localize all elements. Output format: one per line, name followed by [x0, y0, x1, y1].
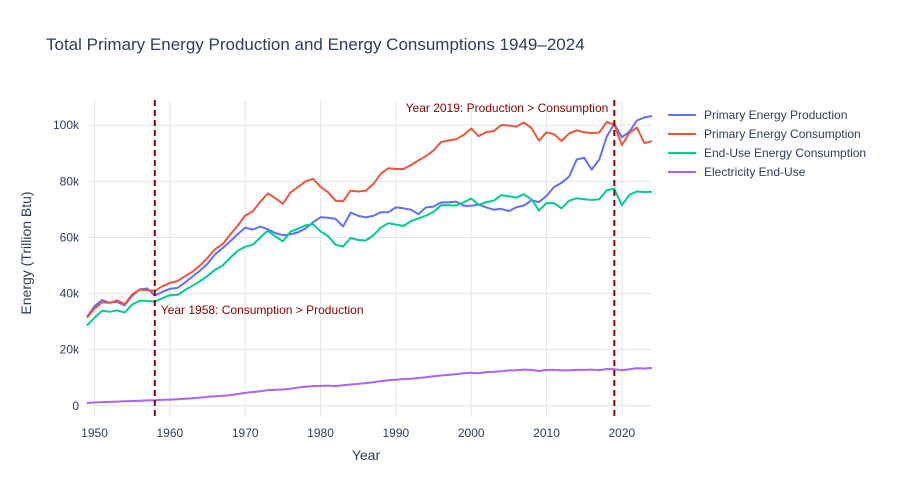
y-tick-label: 40k — [60, 287, 80, 301]
y-axis-title: Energy (Trillion Btu) — [18, 191, 34, 314]
x-tick-label: 1970 — [232, 426, 259, 440]
y-tick-label: 80k — [60, 174, 80, 188]
legend-item-3[interactable]: Electricity End-Use — [668, 165, 806, 179]
legend-label: Primary Energy Consumption — [704, 127, 861, 141]
reference-lines: Year 1958: Consumption > Production Year … — [153, 100, 616, 417]
x-tick-label: 1980 — [307, 426, 334, 440]
chart-title: Total Primary Energy Production and Ener… — [46, 35, 585, 54]
annotation-label-0: Year 1958: Consumption > Production — [161, 303, 364, 317]
x-tick-label: 2020 — [609, 426, 636, 440]
legend-item-2[interactable]: End-Use Energy Consumption — [668, 146, 866, 160]
series-line-1 — [86, 120, 653, 319]
legend-label: Electricity End-Use — [704, 165, 806, 179]
series-line-2 — [86, 187, 653, 327]
series-layer — [86, 115, 653, 404]
series-line-0 — [86, 115, 653, 318]
y-tick-label: 100k — [53, 118, 80, 132]
y-tick-label: 60k — [60, 230, 80, 244]
x-tick-label: 2000 — [458, 426, 485, 440]
annotation-label-1: Year 2019: Production > Consumption — [406, 101, 609, 115]
series-line-3 — [86, 366, 653, 404]
x-tick-label: 1960 — [157, 426, 184, 440]
axes: 1950 1960 1970 1980 1990 2000 2010 2020 0 20k 40k 6… — [53, 118, 636, 440]
x-tick-label: 1950 — [81, 426, 108, 440]
y-tick-label: 20k — [60, 343, 80, 357]
legend-item-0[interactable]: Primary Energy Production — [668, 108, 847, 122]
x-tick-label: 2010 — [533, 426, 560, 440]
legend-label: Primary Energy Production — [704, 108, 847, 122]
x-tick-label: 1990 — [383, 426, 410, 440]
legend-label: End-Use Energy Consumption — [704, 146, 866, 160]
x-axis-title: Year — [352, 447, 381, 463]
y-tick-label: 0 — [72, 399, 79, 413]
legend[interactable]: Primary Energy Production Primary Energy … — [668, 108, 866, 179]
legend-item-1[interactable]: Primary Energy Consumption — [668, 127, 861, 141]
